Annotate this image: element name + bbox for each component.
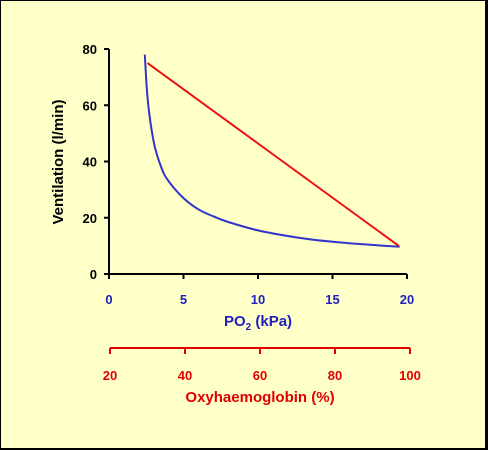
y-axis-title: Ventilation (l/min) <box>50 99 67 224</box>
oxyhaemoglobin-tick-label: 60 <box>253 368 267 383</box>
y-tick-label: 80 <box>83 42 97 57</box>
po2-axis-title-prefix: PO <box>224 313 246 330</box>
po2-axis-title-subscript: 2 <box>246 322 252 333</box>
po2-tick-label: 10 <box>251 292 265 307</box>
y-tick-label: 0 <box>90 267 97 282</box>
y-tick-label: 60 <box>83 98 97 113</box>
oxyhaemoglobin-tick-label: 40 <box>178 368 192 383</box>
po2-tick-label: 0 <box>105 292 112 307</box>
po2-axis-title: PO2 (kPa) <box>224 313 292 333</box>
po2-tick-label: 15 <box>325 292 339 307</box>
oxyhaemoglobin-tick-label: 80 <box>328 368 342 383</box>
po2-tick-label: 20 <box>400 292 414 307</box>
oxyhaemoglobin-tick-label: 100 <box>399 368 421 383</box>
po2-tick-label: 5 <box>180 292 187 307</box>
oxyhaemoglobin-tick-label: 20 <box>103 368 117 383</box>
po2-axis-title-suffix: (kPa) <box>251 313 292 330</box>
po2-ventilation-curve <box>143 54 400 248</box>
y-tick-label: 20 <box>83 211 97 226</box>
oxyhaemoglobin-ventilation-line <box>146 62 400 247</box>
y-tick-label: 40 <box>83 155 97 170</box>
oxyhaemoglobin-axis-title: Oxyhaemoglobin (%) <box>185 389 334 406</box>
